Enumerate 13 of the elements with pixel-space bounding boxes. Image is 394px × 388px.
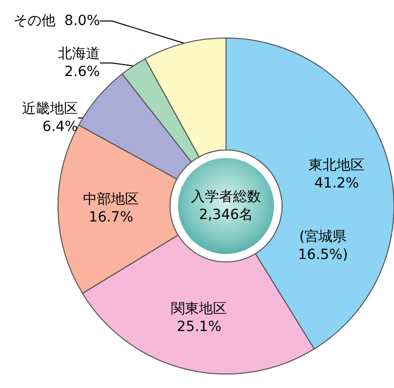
data-label: 6.4% [42, 119, 78, 135]
center-disc: 入学者総数 2,346名 [178, 158, 274, 254]
slice-label: 関東地区 [171, 300, 228, 317]
slice-label: その他 8.0% [14, 13, 100, 29]
data-label: 41.2% [314, 176, 359, 192]
data-label: 16.7% [88, 210, 134, 226]
text: (宮城県 16.5%) [298, 228, 348, 264]
slice-label: 近畿地区 [22, 101, 78, 117]
slice-label: 中部地区 [83, 192, 140, 208]
data-label: 2.6% [64, 64, 100, 80]
slice-label: 東北地区 [308, 158, 365, 174]
slice-label: 北海道 [58, 46, 100, 62]
data-label: 25.1% [176, 318, 222, 335]
